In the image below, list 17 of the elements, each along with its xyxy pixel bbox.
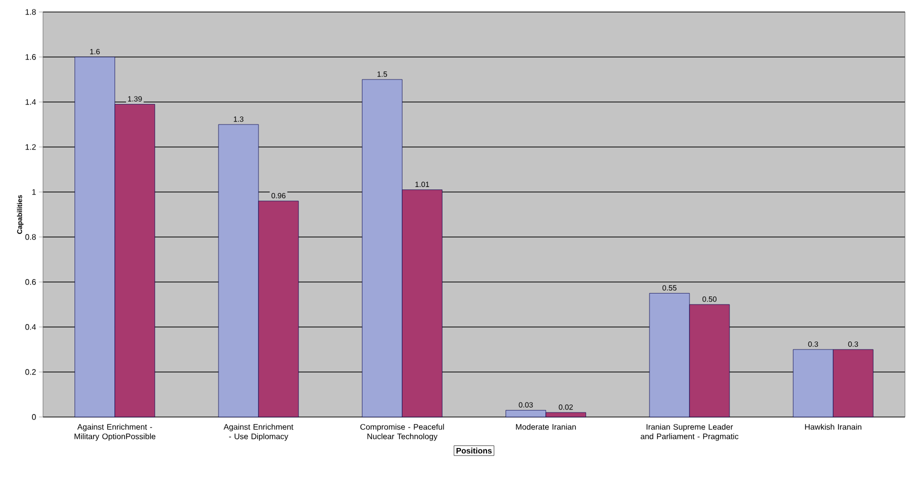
- y-tick-label: 1.6: [26, 54, 36, 60]
- y-tick-label: 1.8: [26, 9, 36, 15]
- x-tick-label: Against Enrichment - Military OptionPossible: [74, 424, 156, 441]
- y-tick-label: 0.4: [25, 324, 36, 330]
- x-tick-label: Moderate Iranian: [516, 424, 576, 430]
- y-tick-label: 0.2: [25, 369, 36, 375]
- x-tick-label: Against Enrichment - Use Diplomacy: [224, 424, 294, 441]
- x-tick-label: Compromise - Peaceful Nuclear Technology: [360, 424, 444, 441]
- y-tick-label: 0.6: [25, 279, 36, 285]
- y-tick-label: 0: [32, 414, 36, 420]
- y-tick-label: 0.8: [25, 234, 36, 240]
- y-tick-label: 1.2: [26, 144, 36, 150]
- x-tick-label: Iranian Supreme Leader and Parliament - Pragmatic: [640, 424, 738, 441]
- x-tick-label: Hawkish Iranain: [805, 424, 862, 430]
- x-axis-title: Positions: [456, 448, 492, 454]
- y-tick-label: 1: [32, 189, 36, 195]
- y-tick-label: 1.4: [26, 99, 36, 105]
